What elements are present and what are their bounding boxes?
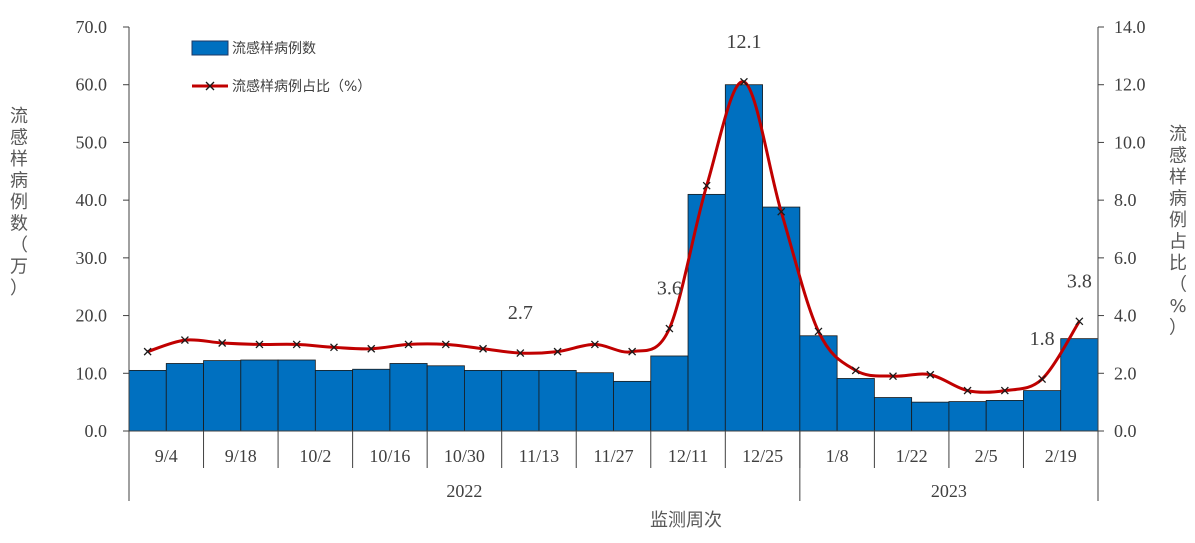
- y-right-axis-title: 流感样病例占比（%）: [1169, 124, 1187, 339]
- x-tick-label: 11/13: [519, 446, 559, 466]
- legend-bar-swatch: [191, 40, 229, 56]
- year-label: 2023: [931, 481, 967, 501]
- bar: [426, 365, 465, 432]
- line-markers: [143, 77, 1084, 395]
- line-marker: [590, 340, 599, 349]
- line-marker: [665, 324, 674, 333]
- y-left-tick-label: 70.0: [76, 17, 108, 37]
- year-label: 2022: [446, 481, 482, 501]
- line-marker: [180, 336, 189, 345]
- y-right-tick-label: 14.0: [1114, 17, 1146, 37]
- bar: [128, 369, 167, 432]
- line-marker: [143, 347, 152, 356]
- line-marker: [292, 340, 301, 349]
- y-right-tick-label: 8.0: [1114, 190, 1137, 210]
- bar: [650, 355, 689, 432]
- legend: 流感样病例数 流感样病例占比（%）: [191, 40, 371, 95]
- bar: [762, 206, 801, 432]
- bar: [501, 369, 540, 432]
- line-marker: [702, 181, 711, 190]
- x-tick-label: 1/22: [896, 446, 928, 466]
- bar: [352, 368, 391, 432]
- bar: [1023, 390, 1062, 432]
- legend-bar-label: 流感样病例数: [232, 40, 316, 57]
- legend-line-label: 流感样病例占比（%）: [232, 78, 371, 95]
- line-marker: [628, 347, 637, 356]
- data-label: 2.7: [508, 302, 533, 324]
- bar: [240, 359, 279, 432]
- y-left-tick-label: 40.0: [76, 190, 108, 210]
- bar: [1060, 338, 1099, 432]
- x-tick-label: 10/30: [444, 446, 485, 466]
- bar: [948, 401, 987, 432]
- y-left-tick-label: 60.0: [76, 75, 108, 95]
- y-left-tick-label: 50.0: [76, 132, 108, 152]
- y-right-tick-label: 10.0: [1114, 132, 1146, 152]
- bar: [575, 372, 614, 432]
- line-marker: [1075, 317, 1084, 326]
- y-left-tick-label: 30.0: [76, 248, 108, 268]
- bar: [389, 363, 428, 432]
- line-marker: [963, 386, 972, 395]
- data-label: 12.1: [726, 31, 761, 53]
- y-right-tick-label: 0.0: [1114, 421, 1137, 441]
- x-axis-title: 监测周次: [650, 510, 722, 531]
- line-marker: [404, 340, 413, 349]
- line-marker: [814, 327, 823, 336]
- y-left-axis-title: 流感样病例数（万）: [10, 106, 28, 299]
- line-marker: [553, 347, 562, 356]
- line-marker: [218, 339, 227, 347]
- line-marker: [367, 344, 376, 353]
- line-marker: [441, 340, 450, 349]
- x-tick-label: 1/8: [826, 446, 849, 466]
- x-tick-label: 10/16: [369, 446, 410, 466]
- bar: [873, 397, 913, 432]
- x-tick-label: 12/25: [742, 446, 783, 466]
- line-marker: [1038, 375, 1047, 384]
- bar-series: [128, 84, 1099, 432]
- x-tick-label: 2/19: [1045, 446, 1077, 466]
- y-left-tick-label: 10.0: [76, 363, 108, 383]
- bar: [464, 369, 503, 432]
- line-marker: [851, 366, 860, 375]
- y-right-tick-label: 12.0: [1114, 75, 1146, 95]
- data-label: 3.6: [657, 278, 682, 300]
- y-right-tick-label: 4.0: [1114, 306, 1137, 326]
- line-marker: [739, 77, 748, 86]
- bar: [314, 369, 354, 432]
- y-left-tick-label: 0.0: [85, 421, 108, 441]
- x-tick-label: 9/18: [225, 446, 257, 466]
- x-tick-label: 2/5: [975, 446, 998, 466]
- line-marker: [255, 340, 264, 349]
- legend-line-marker: [205, 81, 215, 91]
- x-tick-label: 12/11: [668, 446, 708, 466]
- bar: [911, 401, 950, 432]
- bar: [613, 380, 652, 432]
- bar: [277, 359, 316, 432]
- bar: [985, 400, 1024, 432]
- bar: [836, 378, 875, 432]
- line-marker: [330, 343, 338, 352]
- line-marker: [777, 207, 786, 216]
- line-marker: [926, 370, 935, 379]
- line-marker: [889, 372, 897, 381]
- y-left-tick-label: 20.0: [76, 306, 108, 326]
- line-marker: [1000, 386, 1009, 395]
- line-marker: [479, 344, 488, 353]
- bar: [165, 363, 204, 432]
- y-right-tick-label: 6.0: [1114, 248, 1137, 268]
- data-label: 1.8: [1030, 328, 1055, 350]
- line-series: [147, 80, 1081, 394]
- y-right-tick-label: 2.0: [1114, 363, 1137, 383]
- line-marker: [516, 349, 525, 358]
- bar: [538, 369, 577, 432]
- data-label: 3.8: [1067, 270, 1092, 292]
- bar: [687, 193, 726, 432]
- x-tick-label: 9/4: [155, 446, 178, 466]
- bar: [203, 360, 242, 432]
- bar: [724, 84, 763, 432]
- x-tick-label: 11/27: [593, 446, 633, 466]
- x-tick-label: 10/2: [299, 446, 331, 466]
